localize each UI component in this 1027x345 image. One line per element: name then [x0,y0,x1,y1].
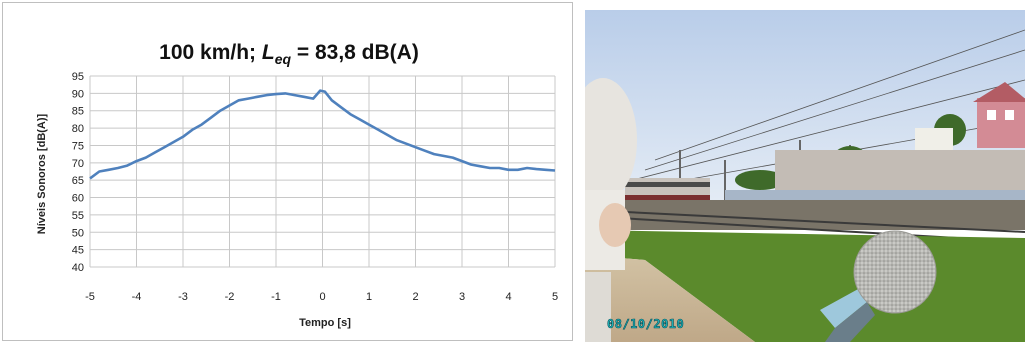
microphone-windscreen [853,230,937,314]
y-tick-label: 95 [72,71,84,83]
y-tick-label: 90 [72,88,84,100]
railway-photo: 08/10/2010 [585,10,1025,342]
photo-date-stamp: 08/10/2010 [607,317,684,331]
x-tick-label: -2 [225,291,235,303]
railway-photo-drawing: 08/10/2010 [585,10,1025,342]
series-line-0 [89,89,556,180]
x-tick-label: -3 [178,291,188,303]
x-tick-label: 4 [505,291,511,303]
train [625,178,710,200]
series-layer [89,89,556,180]
chart-title-subscript: eq [275,51,292,67]
y-tick-label: 65 [72,175,84,187]
y-tick-label: 55 [72,210,84,222]
y-tick-label: 80 [72,123,84,135]
x-tick-label: 0 [319,291,325,303]
y-axis-ticks: 95 90 85 80 75 70 65 60 55 50 45 40 [72,71,84,274]
chart-title-rest: = 83,8 dB(A) [291,41,419,64]
y-tick-label: 75 [72,140,84,152]
chart-title-variable: L [262,41,275,64]
noise-level-chart: 100 km/h; Leq = 83,8 dB(A) 95 90 85 80 75 70 6… [2,2,573,341]
x-tick-label: -1 [271,291,281,303]
x-tick-label: 2 [412,291,418,303]
sound-level-meter [820,288,875,342]
chart-title-main: 100 km/h; [159,41,262,64]
y-tick-label: 40 [72,262,84,274]
y-axis-label: Níveis Sonoros [dB(A)] [36,113,48,234]
meter-hand [585,78,637,342]
x-axis-ticks: -5 -4 -3 -2 -1 0 1 2 3 4 5 [85,291,558,303]
x-tick-label: 1 [366,291,372,303]
y-tick-label: 85 [72,106,84,118]
dirt-path [585,255,755,342]
grid-lines [89,75,556,268]
y-tick-label: 60 [72,193,84,205]
house [915,82,1025,158]
x-tick-label: 3 [459,291,465,303]
x-tick-label: -4 [132,291,142,303]
x-tick-label: -5 [85,291,95,303]
chart-svg: 100 km/h; Leq = 83,8 dB(A) 95 90 85 80 75 70 6… [36,41,558,329]
track-bed [585,200,1025,230]
x-tick-label: 5 [552,291,558,303]
chart-title: 100 km/h; Leq = 83,8 dB(A) [159,41,419,67]
y-tick-label: 45 [72,245,84,257]
x-axis-label: Tempo [s] [299,317,351,329]
y-tick-label: 50 [72,227,84,239]
y-tick-label: 70 [72,158,84,170]
